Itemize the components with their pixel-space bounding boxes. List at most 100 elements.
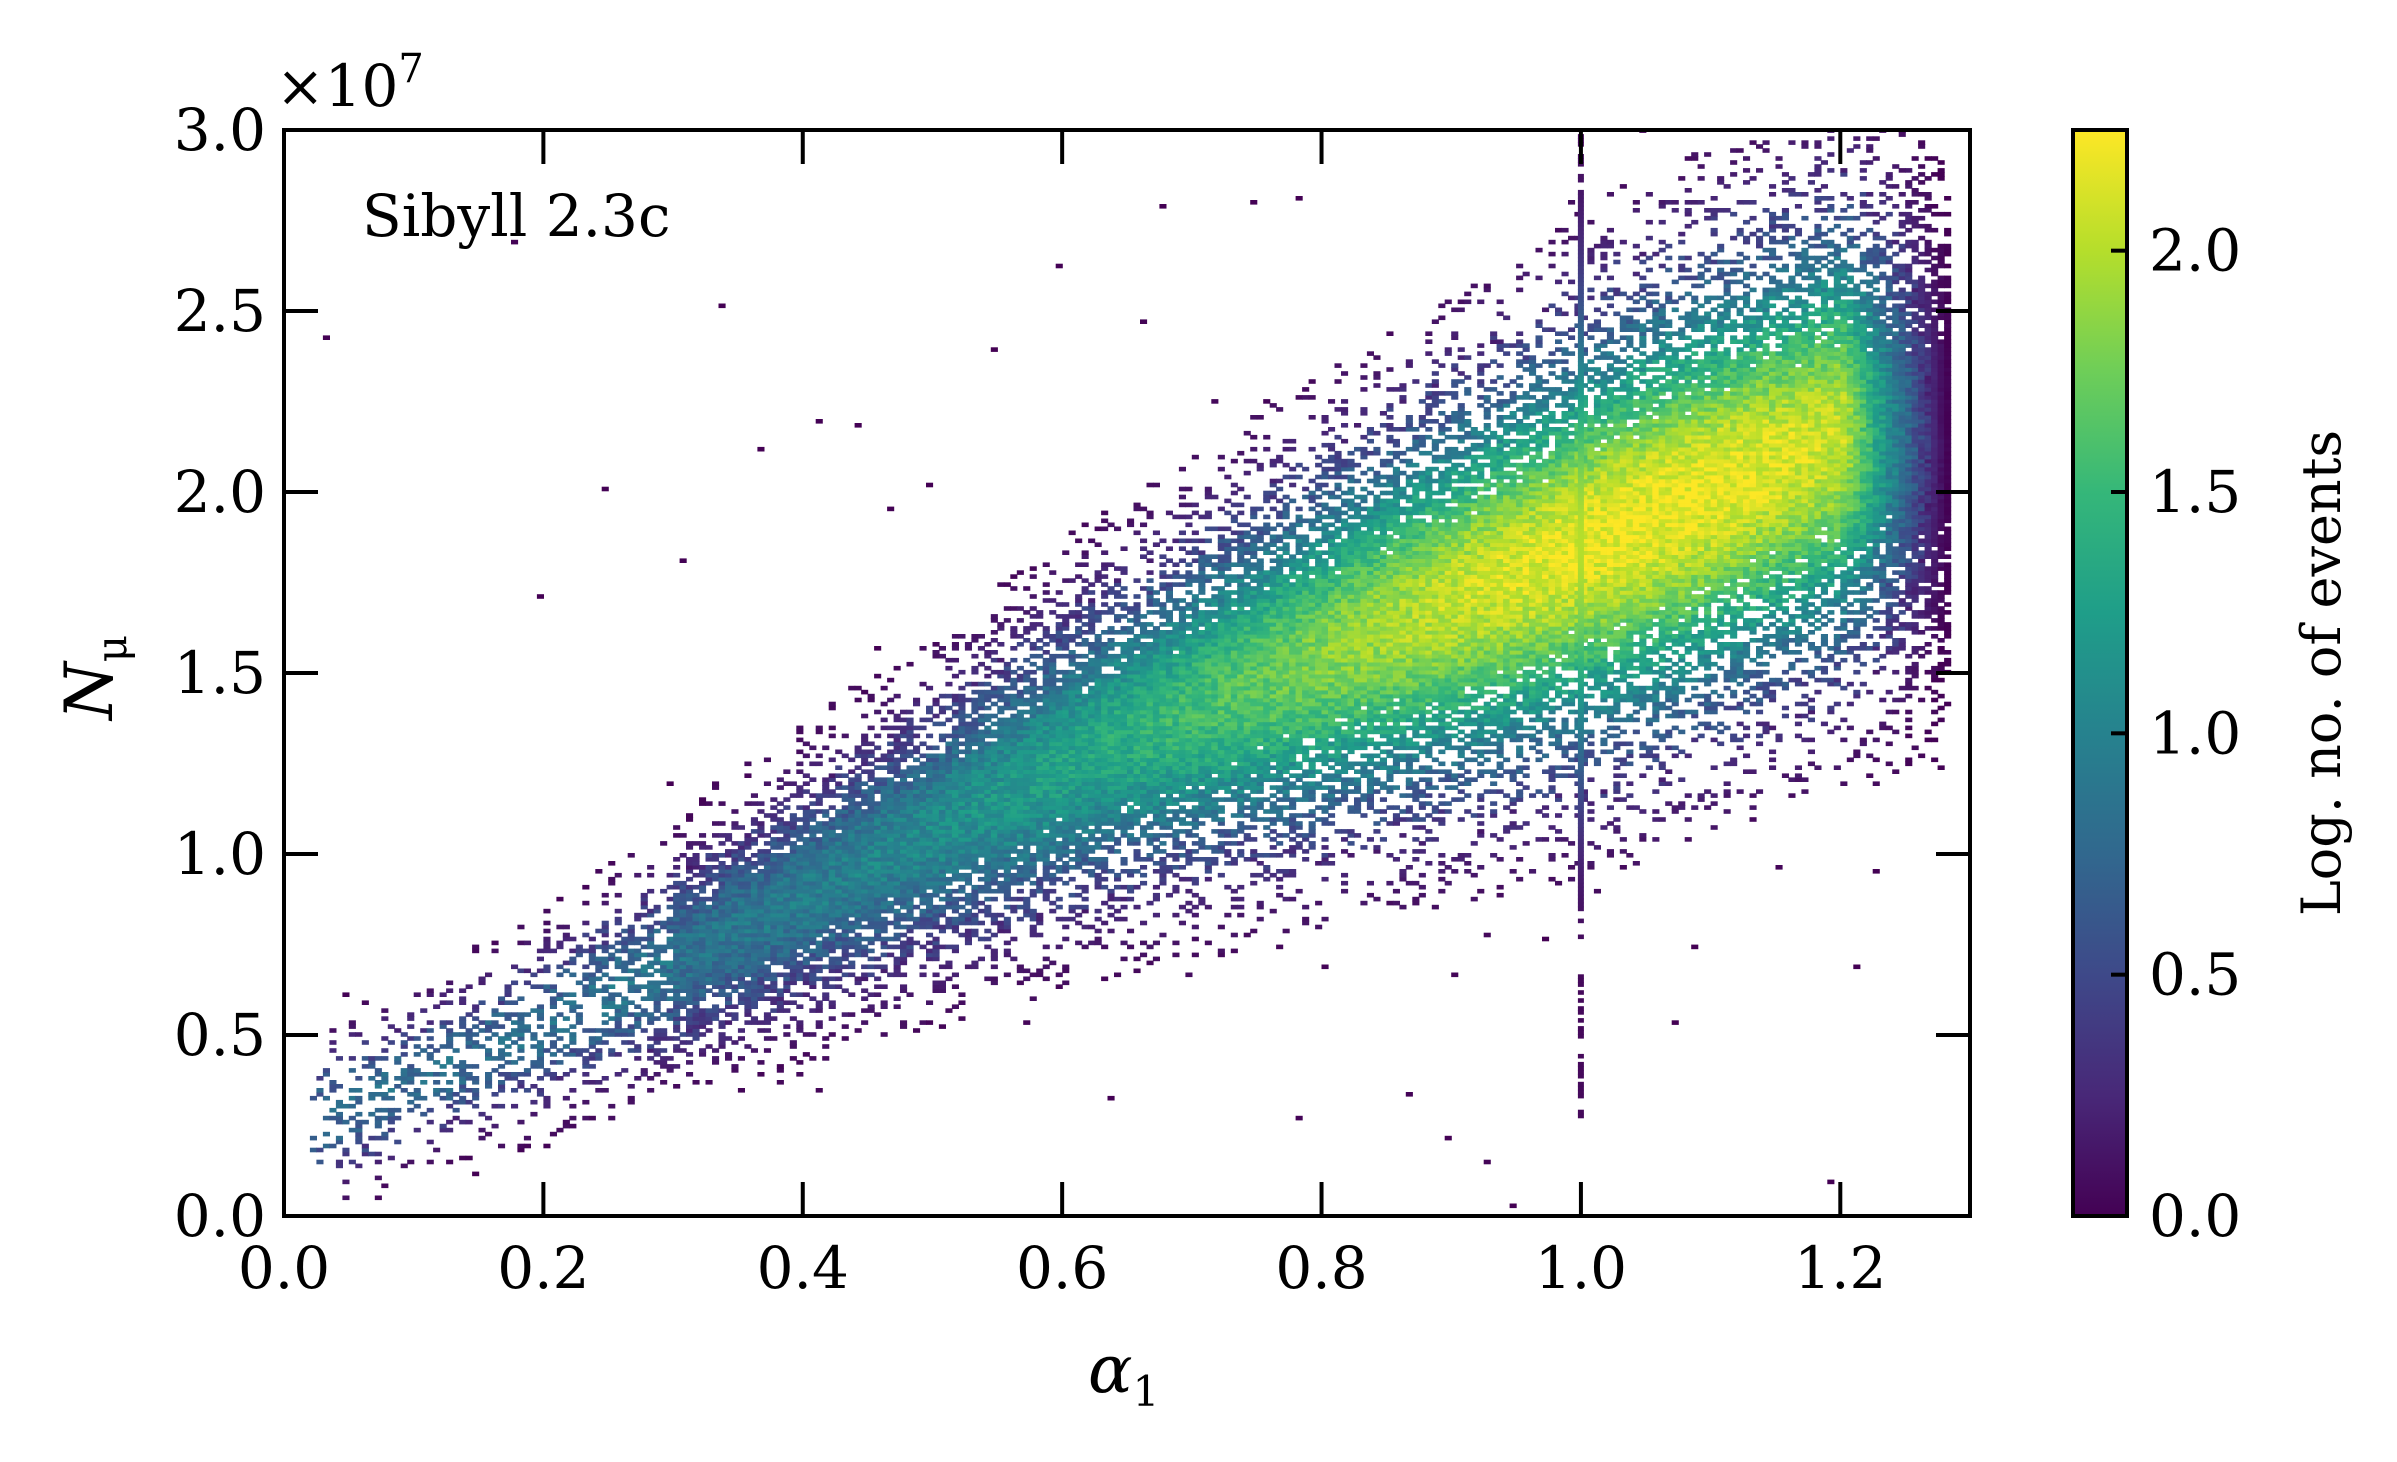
- heatmap-cell: [829, 789, 836, 794]
- heatmap-cell: [933, 650, 940, 655]
- heatmap-cell: [1134, 666, 1141, 671]
- heatmap-cell: [329, 1108, 336, 1113]
- heatmap-cell: [991, 825, 998, 830]
- heatmap-cell: [829, 937, 836, 942]
- heatmap-cell: [719, 973, 726, 978]
- heatmap-cell: [712, 917, 719, 922]
- heatmap-cell: [1114, 686, 1121, 691]
- heatmap-cell: [1023, 702, 1030, 707]
- heatmap-cell: [978, 694, 985, 699]
- heatmap-cell: [939, 889, 946, 894]
- heatmap-cell: [855, 893, 862, 898]
- heatmap-cell: [894, 841, 901, 846]
- heatmap-cell: [939, 706, 946, 711]
- heatmap-cell: [945, 901, 952, 906]
- heatmap-cell: [783, 837, 790, 842]
- heatmap-cell: [517, 1012, 524, 1017]
- heatmap-cell: [920, 646, 927, 651]
- heatmap-cell: [1030, 734, 1037, 739]
- heatmap-cell: [1017, 813, 1024, 818]
- heatmap-cell: [1049, 877, 1056, 882]
- heatmap-cell: [842, 949, 849, 954]
- heatmap-cell: [1043, 650, 1050, 655]
- heatmap-cell: [809, 901, 816, 906]
- heatmap-cell: [868, 813, 875, 818]
- heatmap-cell: [433, 1080, 440, 1085]
- heatmap-cell: [887, 937, 894, 942]
- heatmap-cell: [1121, 682, 1128, 687]
- heatmap-cell: [485, 1080, 492, 1085]
- heatmap-cell: [920, 742, 927, 747]
- heatmap-cell: [1010, 877, 1017, 882]
- heatmap-cell: [699, 909, 706, 914]
- heatmap-cell: [693, 933, 700, 938]
- heatmap-cell: [693, 857, 700, 862]
- heatmap-cell: [1062, 777, 1069, 782]
- heatmap-cell: [537, 984, 544, 989]
- heatmap-cell: [744, 1044, 751, 1049]
- heatmap-cell: [1010, 821, 1017, 826]
- heatmap-cell: [1095, 714, 1102, 719]
- heatmap-cell: [1017, 758, 1024, 763]
- heatmap-cell: [881, 877, 888, 882]
- heatmap-cell: [1030, 813, 1037, 818]
- heatmap-cell: [835, 781, 842, 786]
- heatmap-cell: [744, 889, 751, 894]
- heatmap-cell: [1049, 738, 1056, 743]
- heatmap-cell: [971, 885, 978, 890]
- heatmap-cell: [556, 945, 563, 950]
- heatmap-cell: [861, 813, 868, 818]
- heatmap-cell: [1134, 841, 1141, 846]
- heatmap-cell: [835, 865, 842, 870]
- heatmap-cell: [401, 1044, 408, 1049]
- heatmap-cell: [848, 992, 855, 997]
- heatmap-cell: [556, 925, 563, 930]
- heatmap-cell: [1036, 813, 1043, 818]
- heatmap-cell: [991, 762, 998, 767]
- heatmap-cell: [848, 869, 855, 874]
- heatmap-cell: [816, 925, 823, 930]
- heatmap-cell: [822, 1036, 829, 1041]
- heatmap-cell: [1082, 817, 1089, 822]
- heatmap-cell: [1095, 750, 1102, 755]
- heatmap-cell: [1095, 610, 1102, 615]
- heatmap-cell: [939, 654, 946, 659]
- heatmap-cell: [984, 650, 991, 655]
- heatmap-cell: [1140, 825, 1147, 830]
- heatmap-cell: [848, 921, 855, 926]
- heatmap-cell: [803, 805, 810, 810]
- heatmap-cell: [1088, 582, 1095, 587]
- heatmap-cell: [868, 785, 875, 790]
- heatmap-cell: [699, 977, 706, 982]
- heatmap-cell: [965, 877, 972, 882]
- heatmap-cell: [757, 825, 764, 830]
- heatmap-cell: [1049, 682, 1056, 687]
- heatmap-cell: [1056, 973, 1063, 978]
- heatmap-cell: [440, 1064, 447, 1069]
- heatmap-cell: [1147, 805, 1154, 810]
- heatmap-cell: [887, 837, 894, 842]
- heatmap-cell: [952, 929, 959, 934]
- heatmap-cell: [1049, 821, 1056, 826]
- heatmap-cell: [855, 845, 862, 850]
- heatmap-cell: [835, 933, 842, 938]
- heatmap-cell: [803, 841, 810, 846]
- heatmap-cell: [731, 881, 738, 886]
- heatmap-cell: [686, 841, 693, 846]
- heatmap-cell: [1114, 527, 1121, 532]
- heatmap-cell: [667, 1056, 674, 1061]
- heatmap-cell: [582, 1080, 589, 1085]
- heatmap-cell: [894, 773, 901, 778]
- heatmap-cell: [381, 1072, 388, 1077]
- heatmap-cell: [517, 1144, 524, 1149]
- heatmap-cell: [757, 905, 764, 910]
- heatmap-cell: [744, 762, 751, 767]
- heatmap-cell: [1062, 738, 1069, 743]
- heatmap-cell: [550, 984, 557, 989]
- heatmap-cell: [952, 758, 959, 763]
- heatmap-cell: [556, 973, 563, 978]
- heatmap-cell: [1075, 562, 1082, 567]
- heatmap-cell: [602, 973, 609, 978]
- heatmap-cell: [1069, 777, 1076, 782]
- heatmap-cell: [680, 925, 687, 930]
